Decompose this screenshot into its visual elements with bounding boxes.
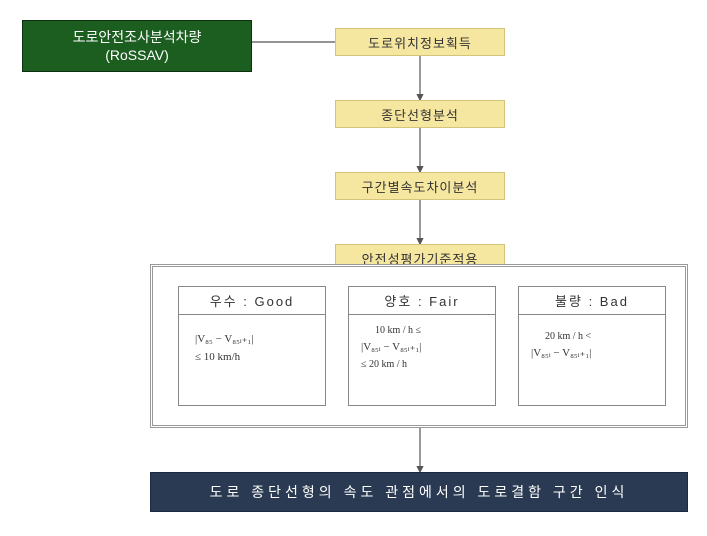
result-box: 도로 종단선형의 속도 관점에서의 도로결함 구간 인식 — [150, 472, 688, 512]
good-line1: |V₈₅ − V₈₅ᵢ₊₁| — [185, 331, 319, 349]
fair-line2: |V₈₅ᵢ − V₈₅ᵢ₊₁| — [355, 339, 489, 357]
good-line2: ≤ 10 km/h — [185, 349, 319, 367]
bad-line1: 20 km / h < — [525, 329, 659, 345]
fair-line3: ≤ 20 km / h — [355, 357, 489, 373]
criteria-good-header: 우수 : Good — [179, 287, 325, 315]
step-3-label: 구간별속도차이분석 — [362, 177, 479, 196]
source-box: 도로안전조사분석차량 (RoSSAV) — [22, 20, 252, 72]
criteria-bad: 불량 : Bad 20 km / h < |V₈₅ᵢ − V₈₅ᵢ₊₁| — [518, 286, 666, 406]
fair-line1: 10 km / h ≤ — [355, 323, 489, 339]
source-line2: (RoSSAV) — [23, 46, 251, 64]
diagram-canvas: 도로안전조사분석차량 (RoSSAV) 도로위치정보획득 종단선형분석 구간별속… — [0, 0, 707, 536]
criteria-bad-body: 20 km / h < |V₈₅ᵢ − V₈₅ᵢ₊₁| — [519, 315, 665, 371]
step-1: 도로위치정보획득 — [335, 28, 505, 56]
step-3: 구간별속도차이분석 — [335, 172, 505, 200]
criteria-bad-header: 불량 : Bad — [519, 287, 665, 315]
bad-line2: |V₈₅ᵢ − V₈₅ᵢ₊₁| — [525, 345, 659, 363]
criteria-fair-header: 양호 : Fair — [349, 287, 495, 315]
criteria-good: 우수 : Good |V₈₅ − V₈₅ᵢ₊₁| ≤ 10 km/h — [178, 286, 326, 406]
step-1-label: 도로위치정보획득 — [368, 33, 472, 52]
criteria-fair: 양호 : Fair 10 km / h ≤ |V₈₅ᵢ − V₈₅ᵢ₊₁| ≤ … — [348, 286, 496, 406]
step-2-label: 종단선형분석 — [381, 105, 459, 124]
criteria-fair-body: 10 km / h ≤ |V₈₅ᵢ − V₈₅ᵢ₊₁| ≤ 20 km / h — [349, 315, 495, 381]
step-2: 종단선형분석 — [335, 100, 505, 128]
result-label: 도로 종단선형의 속도 관점에서의 도로결함 구간 인식 — [210, 482, 629, 502]
criteria-good-body: |V₈₅ − V₈₅ᵢ₊₁| ≤ 10 km/h — [179, 315, 325, 374]
source-line1: 도로안전조사분석차량 — [23, 28, 251, 46]
